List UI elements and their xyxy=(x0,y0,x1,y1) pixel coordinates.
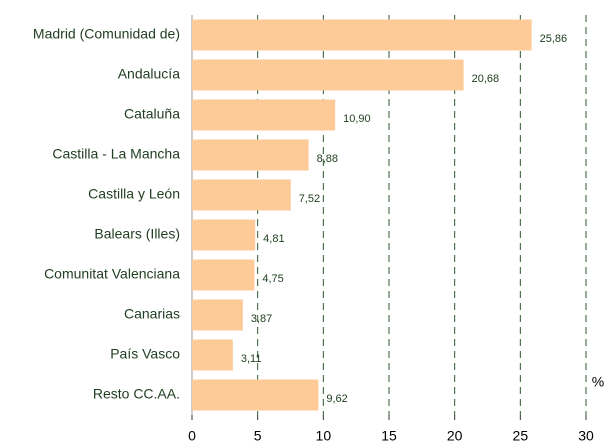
bar xyxy=(192,59,464,91)
x-tick-label: 25 xyxy=(513,428,529,444)
category-label: Canarias xyxy=(124,306,180,322)
x-tick-label: 10 xyxy=(316,428,332,444)
category-label: Comunitat Valenciana xyxy=(44,266,180,282)
category-label: Cataluña xyxy=(124,106,180,122)
x-tick-label: 30 xyxy=(578,428,594,444)
category-label: Castilla y León xyxy=(88,186,180,202)
value-label: 20,68 xyxy=(472,73,500,85)
bar xyxy=(192,99,336,131)
bar xyxy=(192,299,243,331)
value-label: 25,86 xyxy=(540,33,568,45)
x-tick-label: 5 xyxy=(254,428,262,444)
category-label: Castilla - La Mancha xyxy=(52,146,180,162)
x-tick-label: 0 xyxy=(188,428,196,444)
value-label: 7,52 xyxy=(299,193,320,205)
category-label: Andalucía xyxy=(118,66,180,82)
value-label: 3,11 xyxy=(241,353,262,365)
value-label: 10,90 xyxy=(343,113,371,125)
bar xyxy=(192,179,291,211)
category-label: Madrid (Comunidad de) xyxy=(33,26,180,42)
value-label: 4,81 xyxy=(263,233,284,245)
value-label: 8,88 xyxy=(317,153,338,165)
category-label: Resto CC.AA. xyxy=(93,386,180,402)
x-axis-label: % xyxy=(592,374,604,390)
x-tick-label: 20 xyxy=(447,428,463,444)
value-label: 9,62 xyxy=(326,393,347,405)
bar xyxy=(192,139,309,171)
bar xyxy=(192,379,319,411)
bar xyxy=(192,219,256,251)
bar xyxy=(192,339,233,371)
bar xyxy=(192,259,255,291)
x-tick-label: 15 xyxy=(381,428,397,444)
value-label: 3,87 xyxy=(251,313,272,325)
value-label: 4,75 xyxy=(262,273,283,285)
bar xyxy=(192,19,532,51)
category-label: País Vasco xyxy=(110,346,180,362)
category-label: Balears (Illes) xyxy=(94,226,180,242)
